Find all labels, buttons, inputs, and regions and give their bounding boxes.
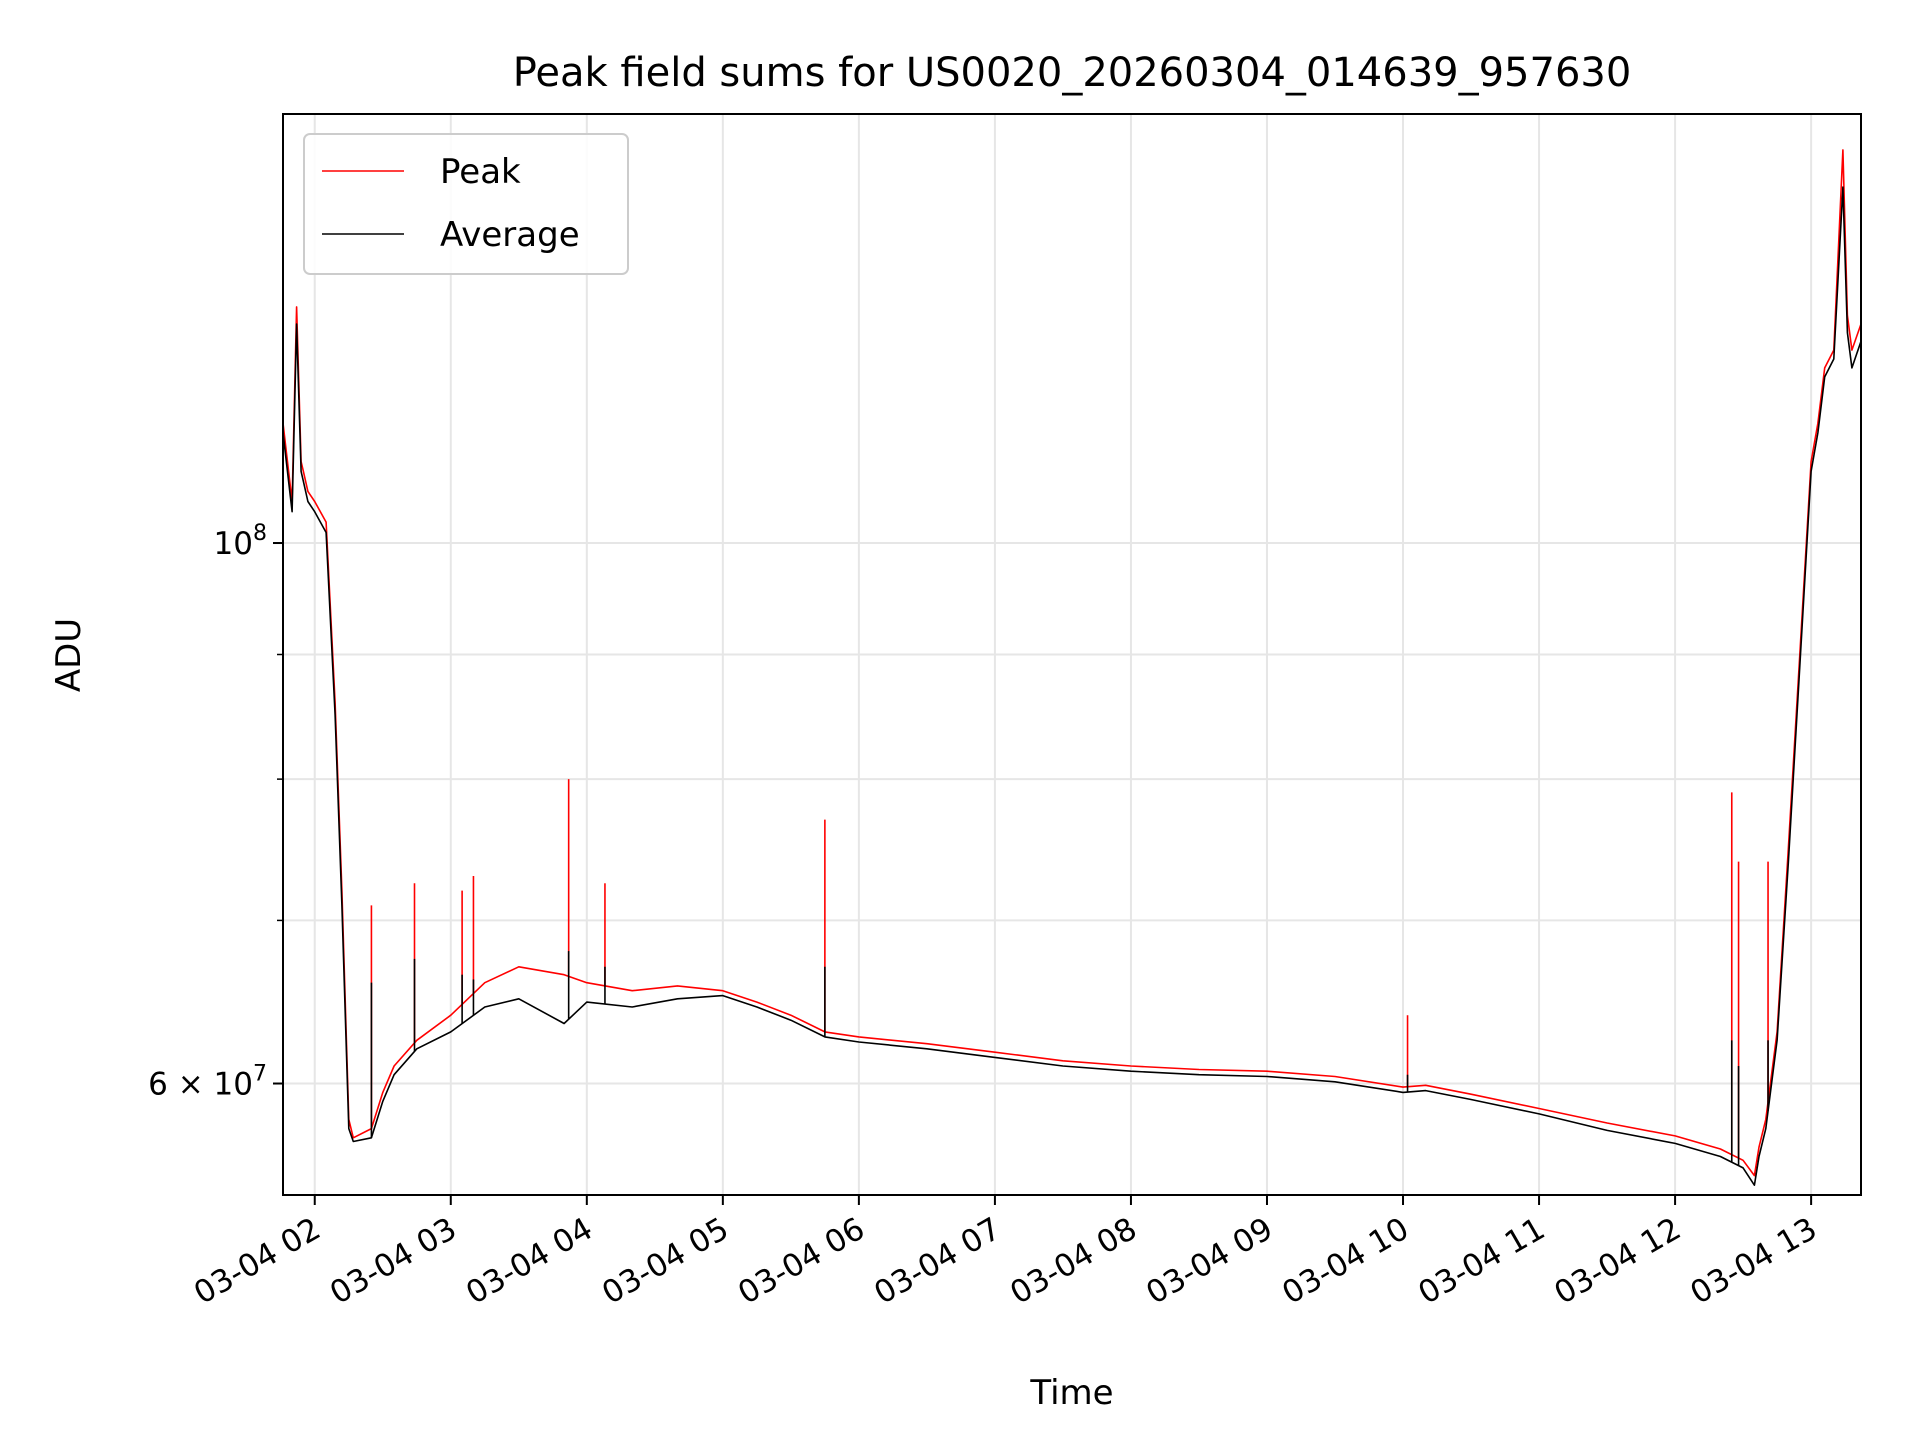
chart-legend: Peak Average xyxy=(303,133,629,275)
grid-layer xyxy=(283,114,1861,1195)
x-axis-label: Time xyxy=(1029,1373,1113,1413)
legend-label-peak: Peak xyxy=(440,152,521,192)
y-tick-label-base: 6 × 10 xyxy=(148,1067,253,1103)
y-axis-ticks: 108 6 × 107 xyxy=(148,521,283,1103)
chart-title: Peak field sums for US0020_20260304_0146… xyxy=(513,50,1632,96)
y-tick-label-exponent: 8 xyxy=(253,521,267,546)
y-tick-label-exponent: 7 xyxy=(253,1062,267,1087)
series-layer xyxy=(283,149,1861,1186)
y-axis-label: ADU xyxy=(49,618,89,692)
legend-label-average: Average xyxy=(440,215,580,255)
y-tick-label: 6 × 107 xyxy=(148,1062,267,1103)
y-tick-label: 108 xyxy=(214,521,267,562)
y-tick-label-base: 10 xyxy=(214,526,253,562)
series-line-average xyxy=(283,186,1861,1186)
legend-box xyxy=(303,133,629,275)
